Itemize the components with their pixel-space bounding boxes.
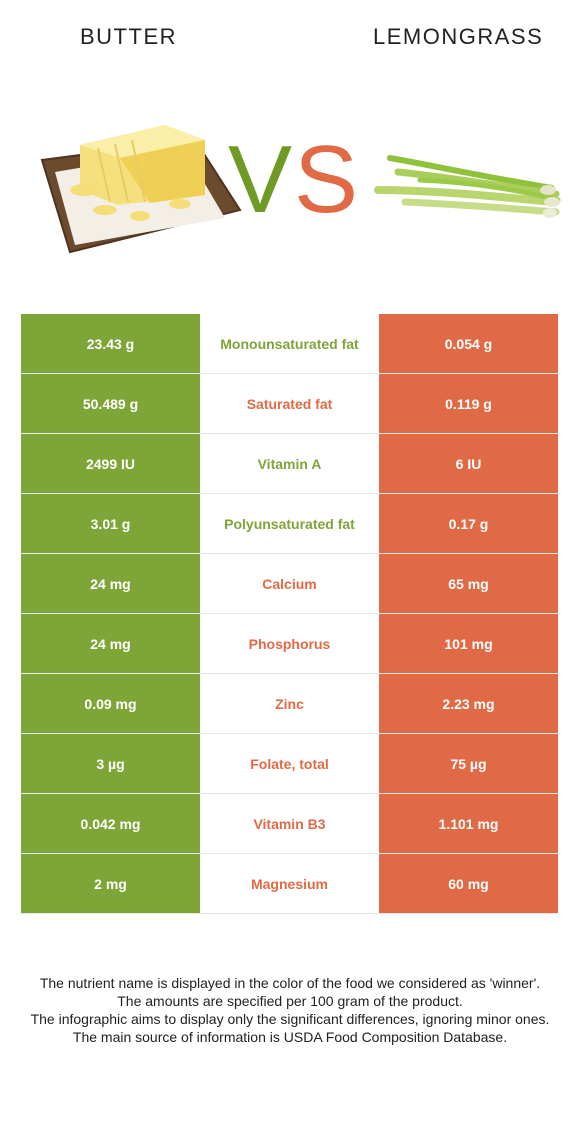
nutrient-name: Zinc [200,673,379,734]
right-value: 0.119 g [379,373,558,434]
nutrient-name: Monounsaturated fat [200,314,379,374]
table-row: 2 mg Magnesium 60 mg [21,853,558,914]
right-value: 6 IU [379,433,558,494]
nutrient-name: Polyunsaturated fat [200,493,379,554]
left-value: 2499 IU [21,433,200,494]
right-value: 60 mg [379,853,558,914]
table-row: 3.01 g Polyunsaturated fat 0.17 g [21,493,558,554]
footer-note: The main source of information is USDA F… [72,1029,508,1045]
lemongrass-image [374,155,561,218]
right-value: 2.23 mg [379,673,558,734]
right-value: 0.054 g [379,314,558,374]
table-row: 2499 IU Vitamin A 6 IU [21,433,558,494]
nutrient-name: Folate, total [200,733,379,794]
left-value: 0.042 mg [21,793,200,854]
food-images [40,125,561,254]
right-value: 1.101 mg [379,793,558,854]
vs-letter-s: S [294,126,359,233]
footer-note: The amounts are specified per 100 gram o… [117,993,463,1009]
footer-notes: The nutrient name is displayed in the co… [14,974,566,1046]
vs-letter-v: V [228,126,293,233]
nutrient-name: Magnesium [200,853,379,914]
left-value: 2 mg [21,853,200,914]
table-row: 0.09 mg Zinc 2.23 mg [21,673,558,734]
footer-note: The infographic aims to display only the… [30,1011,550,1027]
butter-image [40,125,242,254]
left-value: 0.09 mg [21,673,200,734]
left-food-title: BUTTER [80,24,177,49]
right-value: 75 µg [379,733,558,794]
table-row: 24 mg Calcium 65 mg [21,553,558,614]
table-row: 0.042 mg Vitamin B3 1.101 mg [21,793,558,854]
nutrient-name: Phosphorus [200,613,379,674]
right-value: 65 mg [379,553,558,614]
table-row: 3 µg Folate, total 75 µg [21,733,558,794]
left-value: 3.01 g [21,493,200,554]
left-value: 50.489 g [21,373,200,434]
nutrient-name: Calcium [200,553,379,614]
nutrient-name: Vitamin A [200,433,379,494]
left-value: 24 mg [21,553,200,614]
left-value: 3 µg [21,733,200,794]
right-food-title: LEMONGRASS [373,24,544,49]
table-row: 24 mg Phosphorus 101 mg [21,613,558,674]
table-row: 50.489 g Saturated fat 0.119 g [21,373,558,434]
left-value: 24 mg [21,613,200,674]
left-value: 23.43 g [21,314,200,374]
right-value: 101 mg [379,613,558,674]
table-row: 23.43 g Monounsaturated fat 0.054 g [21,314,558,374]
nutrient-name: Saturated fat [200,373,379,434]
footer-note: The nutrient name is displayed in the co… [39,975,541,991]
right-value: 0.17 g [379,493,558,554]
nutrient-name: Vitamin B3 [200,793,379,854]
comparison-table: 23.43 g Monounsaturated fat 0.054 g 50.4… [21,314,558,914]
